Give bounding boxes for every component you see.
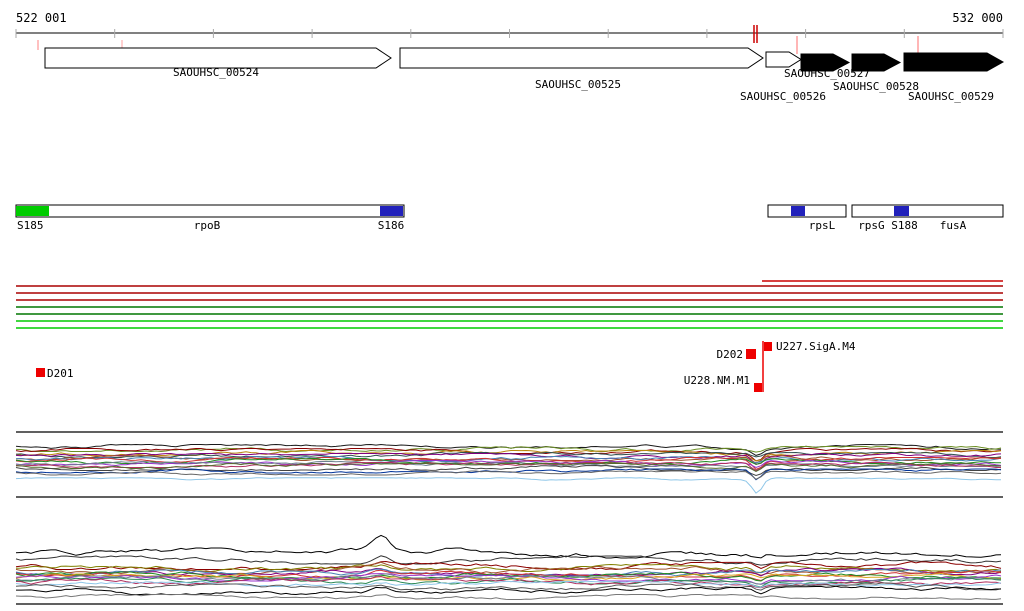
protein-label: fusA xyxy=(940,219,967,232)
protein-label: rpsG S188 xyxy=(858,219,918,232)
gene-track: SAOUHSC_00524 SAOUHSC_00525 SAOUHSC_00526 S… xyxy=(44,47,1005,103)
plot-trace xyxy=(16,462,1002,472)
protein-label: rpoB xyxy=(194,219,221,232)
gene-label: SAOUHSC_00526 xyxy=(740,90,826,103)
protein-segment[interactable] xyxy=(380,206,403,216)
protein-segment[interactable] xyxy=(791,206,805,216)
gene-arrow[interactable] xyxy=(800,53,851,72)
protein-bar[interactable] xyxy=(767,204,847,218)
gene-label: SAOUHSC_00525 xyxy=(535,78,621,91)
plot-trace xyxy=(15,555,1002,566)
gene-label: SAOUHSC_00529 xyxy=(908,90,994,103)
gene-arrow[interactable] xyxy=(903,52,1005,72)
marker-label: D202 xyxy=(717,348,744,361)
marker-box[interactable] xyxy=(754,383,762,392)
gene-label: SAOUHSC_00524 xyxy=(173,66,259,79)
ruler-end-coordinate: 532 000 xyxy=(952,11,1003,25)
plot-panel-2 xyxy=(15,534,1003,605)
marker-track: D201 D202 U227.SigA.M4 U228.NM.M1 xyxy=(36,340,856,392)
protein-segment[interactable] xyxy=(16,206,49,216)
coverage-line-track xyxy=(16,280,1003,329)
gene-label: SAOUHSC_00528 xyxy=(833,80,919,93)
plot-trace xyxy=(15,577,1002,588)
plot-panel-1 xyxy=(15,431,1003,498)
plot-trace xyxy=(15,470,1002,480)
gene-arrow[interactable] xyxy=(399,47,764,69)
plot-trace xyxy=(15,573,1002,585)
protein-label: S186 xyxy=(378,219,405,232)
marker-label: U228.NM.M1 xyxy=(684,374,750,387)
plot-trace xyxy=(15,580,1002,588)
plot-trace xyxy=(15,459,1002,469)
protein-bar[interactable] xyxy=(851,204,1004,218)
marker-box[interactable] xyxy=(36,368,45,377)
ruler-start-coordinate: 522 001 xyxy=(16,11,67,25)
plot-trace xyxy=(15,477,1002,494)
gene-label: SAOUHSC_00527 xyxy=(784,67,870,80)
plot-trace xyxy=(15,569,1002,582)
protein-bar[interactable] xyxy=(15,204,405,218)
gene-arrow[interactable] xyxy=(765,51,802,68)
plot-trace xyxy=(15,593,1002,600)
gene-arrow[interactable] xyxy=(44,47,392,69)
plot-trace xyxy=(15,573,1002,585)
plot-trace xyxy=(15,534,1002,559)
marker-label: D201 xyxy=(47,367,74,380)
protein-track: S185 rpoB S186 rpsL rpsG S188 fusA xyxy=(15,204,1004,232)
marker-box[interactable] xyxy=(764,342,772,351)
protein-label: S185 xyxy=(17,219,44,232)
protein-label: rpsL xyxy=(809,219,836,232)
plot-trace xyxy=(15,452,1002,465)
marker-box[interactable] xyxy=(746,349,756,359)
protein-segment[interactable] xyxy=(894,206,909,216)
ruler-track xyxy=(15,25,1004,54)
gene-arrow[interactable] xyxy=(851,53,902,72)
marker-label: U227.SigA.M4 xyxy=(776,340,856,353)
